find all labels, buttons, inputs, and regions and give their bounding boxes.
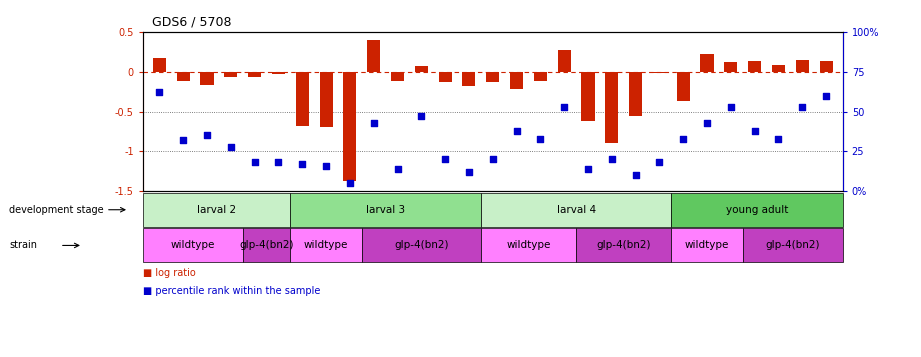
- Point: [319, 163, 333, 169]
- Bar: [296, 72, 309, 126]
- Point: [152, 90, 167, 95]
- Point: [485, 156, 500, 162]
- Bar: [796, 60, 809, 72]
- Bar: [272, 72, 285, 74]
- Text: ■ percentile rank within the sample: ■ percentile rank within the sample: [143, 286, 321, 296]
- Bar: [748, 61, 761, 72]
- Point: [437, 156, 452, 162]
- Point: [247, 160, 262, 165]
- Bar: [724, 62, 738, 72]
- Bar: [581, 72, 595, 121]
- Bar: [653, 72, 666, 74]
- Bar: [344, 72, 356, 181]
- Text: GDS6 / 5708: GDS6 / 5708: [152, 16, 231, 29]
- Bar: [414, 66, 428, 72]
- Bar: [772, 65, 785, 72]
- Text: young adult: young adult: [726, 205, 788, 215]
- Point: [700, 120, 715, 126]
- Point: [747, 128, 762, 134]
- Point: [604, 156, 619, 162]
- Bar: [510, 72, 523, 89]
- Text: wildtype: wildtype: [170, 240, 215, 251]
- Point: [200, 132, 215, 138]
- Bar: [248, 72, 262, 77]
- Point: [628, 172, 643, 178]
- Point: [295, 161, 309, 167]
- Bar: [462, 72, 475, 86]
- Point: [509, 128, 524, 134]
- Point: [367, 120, 381, 126]
- Bar: [177, 72, 190, 81]
- Text: glp-4(bn2): glp-4(bn2): [597, 240, 651, 251]
- Bar: [820, 61, 833, 72]
- Point: [533, 136, 548, 141]
- Text: glp-4(bn2): glp-4(bn2): [239, 240, 294, 251]
- Bar: [486, 72, 499, 82]
- Bar: [438, 72, 451, 82]
- Point: [580, 166, 595, 172]
- Bar: [201, 72, 214, 85]
- Text: ■ log ratio: ■ log ratio: [143, 268, 195, 278]
- Point: [224, 144, 239, 149]
- Bar: [153, 57, 166, 72]
- Text: larval 2: larval 2: [197, 205, 236, 215]
- Text: glp-4(bn2): glp-4(bn2): [765, 240, 820, 251]
- Point: [271, 160, 286, 165]
- Point: [676, 136, 691, 141]
- Point: [176, 137, 191, 143]
- Text: strain: strain: [9, 240, 37, 251]
- Text: larval 4: larval 4: [556, 205, 596, 215]
- Bar: [225, 72, 238, 77]
- Point: [771, 136, 786, 141]
- Bar: [677, 72, 690, 101]
- Bar: [557, 50, 571, 72]
- Bar: [701, 54, 714, 72]
- Bar: [629, 72, 642, 116]
- Point: [795, 104, 810, 110]
- Text: wildtype: wildtype: [304, 240, 348, 251]
- Point: [557, 104, 572, 110]
- Text: wildtype: wildtype: [507, 240, 551, 251]
- Point: [343, 180, 357, 186]
- Point: [652, 160, 667, 165]
- Text: glp-4(bn2): glp-4(bn2): [394, 240, 449, 251]
- Point: [391, 166, 405, 172]
- Bar: [367, 40, 380, 72]
- Point: [724, 104, 739, 110]
- Text: larval 3: larval 3: [366, 205, 405, 215]
- Bar: [605, 72, 618, 144]
- Bar: [320, 72, 332, 127]
- Text: wildtype: wildtype: [685, 240, 729, 251]
- Bar: [534, 72, 547, 81]
- Bar: [391, 72, 404, 81]
- Point: [461, 169, 476, 175]
- Text: development stage: development stage: [9, 205, 104, 215]
- Point: [819, 93, 834, 99]
- Point: [414, 114, 428, 119]
